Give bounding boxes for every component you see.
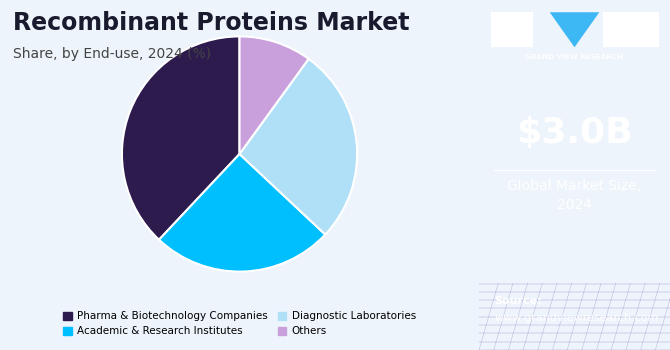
Wedge shape bbox=[122, 36, 240, 240]
FancyBboxPatch shape bbox=[603, 12, 659, 47]
Text: Recombinant Proteins Market: Recombinant Proteins Market bbox=[13, 10, 410, 35]
Text: Global Market Size,
2024: Global Market Size, 2024 bbox=[507, 178, 642, 212]
Text: www.grandviewresearch.com: www.grandviewresearch.com bbox=[494, 313, 659, 323]
Polygon shape bbox=[549, 12, 600, 47]
Text: Share, by End-use, 2024 (%): Share, by End-use, 2024 (%) bbox=[13, 47, 212, 61]
Text: $3.0B: $3.0B bbox=[516, 116, 633, 150]
Text: GRAND VIEW RESEARCH: GRAND VIEW RESEARCH bbox=[525, 54, 624, 60]
Wedge shape bbox=[240, 36, 309, 154]
Wedge shape bbox=[240, 59, 357, 234]
Wedge shape bbox=[159, 154, 325, 272]
Legend: Pharma & Biotechnology Companies, Academic & Research Institutes, Diagnostic Lab: Pharma & Biotechnology Companies, Academ… bbox=[63, 311, 416, 336]
Text: Source:: Source: bbox=[494, 296, 542, 306]
FancyBboxPatch shape bbox=[490, 12, 533, 47]
